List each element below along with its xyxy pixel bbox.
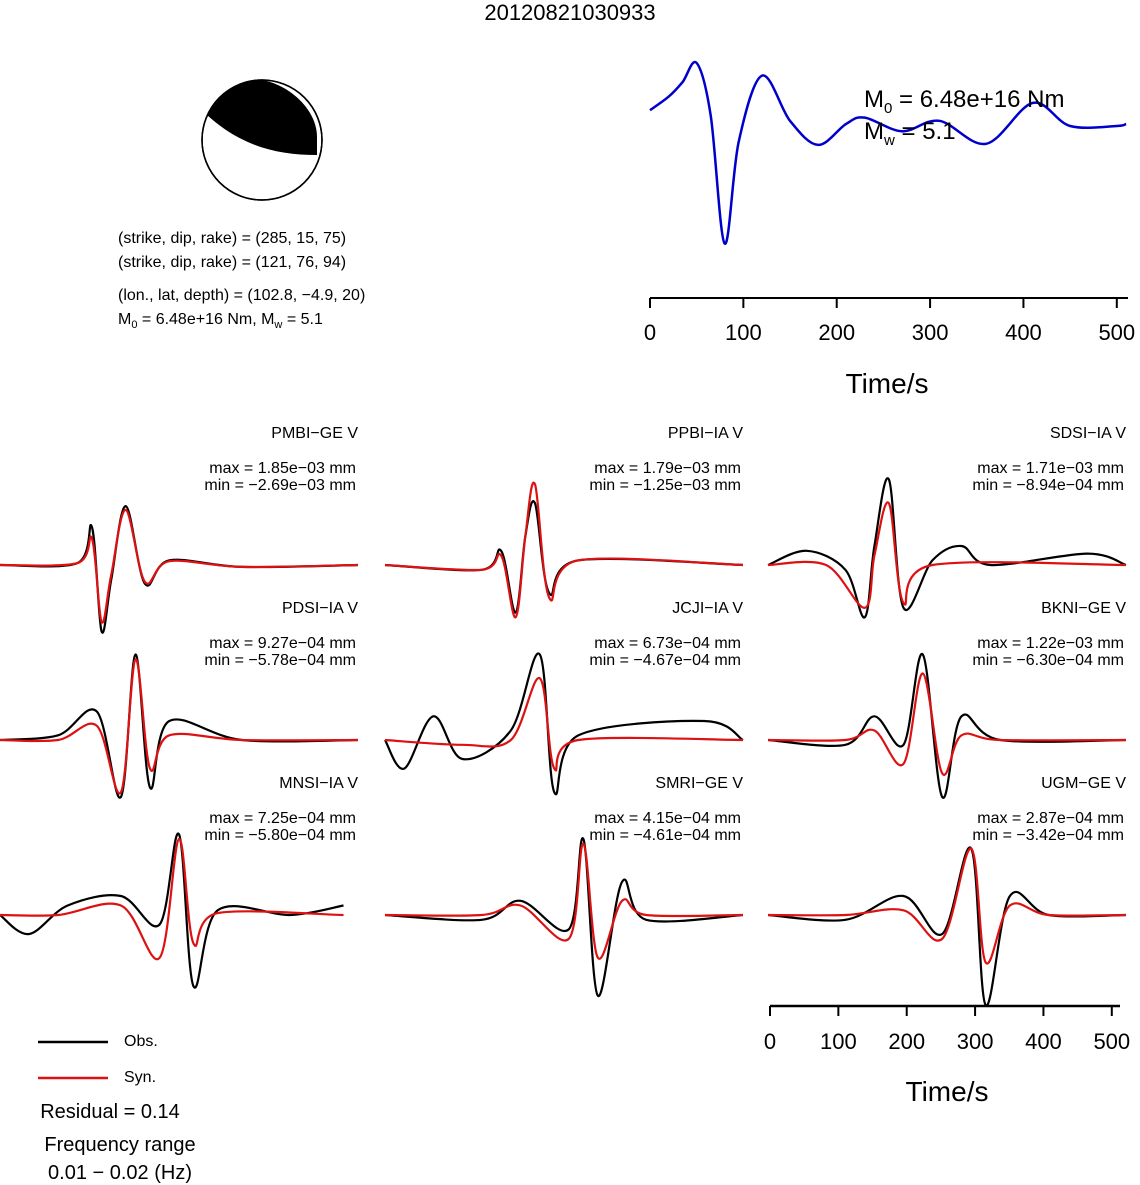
station-min-amplitude: min = −5.78e−04 mm	[204, 652, 356, 669]
source-location: (lon., lat, depth) = (102.8, −4.9, 20)	[118, 287, 366, 304]
observed-trace	[384, 652, 744, 796]
waveform-x-tick-label: 200	[888, 1029, 926, 1054]
synthetic-trace	[767, 672, 1127, 776]
waveform-x-axis	[769, 1004, 1120, 1016]
station-max-amplitude: max = 9.27e−04 mm	[209, 635, 356, 652]
station-name: PDSI−IA V	[281, 600, 358, 617]
station-name: SDSI−IA V	[1049, 425, 1126, 442]
station-panel: UGM−GE V max = 2.87e−04 mm min = −3.42e−04…	[767, 775, 1127, 1015]
waveform-x-tick-label: 300	[956, 1029, 994, 1054]
station-max-amplitude: max = 2.87e−04 mm	[977, 810, 1124, 827]
stf-x-tick-label: 400	[1005, 320, 1042, 345]
waveform-x-tick-label: 500	[1093, 1029, 1131, 1054]
observed-trace	[767, 846, 1127, 1007]
stf-moment-label: M0 = 6.48e+16 Nm	[864, 86, 1065, 117]
synthetic-trace	[384, 842, 744, 960]
station-panel: SMRI−GE V max = 4.15e−04 mm min = −4.61e−0…	[384, 775, 744, 1015]
station-panel: PPBI−IA V max = 1.79e−03 mm min = −1.25e−0…	[384, 425, 744, 665]
observed-trace	[767, 477, 1127, 619]
station-max-amplitude: max = 7.25e−04 mm	[209, 810, 356, 827]
station-min-amplitude: min = −6.30e−04 mm	[972, 652, 1124, 669]
station-min-amplitude: min = −2.69e−03 mm	[204, 477, 356, 494]
synthetic-trace	[384, 677, 744, 772]
stf-line	[649, 60, 1127, 245]
legend-syn-line	[38, 1076, 108, 1080]
stf-x-tick-label: 200	[818, 320, 856, 345]
stf-x-tick-label: 100	[725, 320, 762, 345]
nodal-plane-1: (strike, dip, rake) = (285, 15, 75)	[118, 230, 347, 247]
chart-title: 20120821030933	[484, 0, 656, 25]
stf-x-axis-title: Time/s	[845, 368, 929, 399]
station-min-amplitude: min = −4.61e−04 mm	[589, 827, 741, 844]
stf-mw-label: Mw = 5.1	[864, 118, 956, 149]
station-max-amplitude: max = 1.22e−03 mm	[977, 635, 1124, 652]
station-panel: MNSI−IA V max = 7.25e−04 mm min = −5.80e−0…	[0, 775, 358, 1015]
synthetic-trace	[767, 847, 1127, 965]
station-min-amplitude: min = −4.67e−04 mm	[589, 652, 741, 669]
station-panel: PMBI−GE V max = 1.85e−03 mm min = −2.69e−0…	[0, 425, 359, 665]
station-max-amplitude: max = 1.79e−03 mm	[594, 460, 741, 477]
station-waveform-plot	[384, 837, 744, 997]
station-waveform-plot	[384, 481, 744, 619]
station-max-amplitude: max = 6.73e−04 mm	[594, 635, 741, 652]
station-waveform-plot	[384, 652, 744, 796]
frequency-range-value: 0.01 − 0.02 (Hz)	[48, 1162, 192, 1184]
station-panel: SDSI−IA V max = 1.71e−03 mm min = −8.94e−0…	[767, 425, 1127, 665]
station-waveform-plot	[767, 846, 1127, 1007]
station-name: JCJI−IA V	[672, 600, 743, 617]
stf-x-tick-label: 0	[643, 320, 657, 345]
station-waveform-plot	[0, 504, 359, 634]
station-min-amplitude: min = −3.42e−04 mm	[972, 827, 1124, 844]
waveform-x-tick-label: 0	[763, 1029, 777, 1054]
station-min-amplitude: min = −1.25e−03 mm	[589, 477, 741, 494]
synthetic-trace	[0, 658, 359, 795]
stf-plot	[649, 60, 1128, 308]
beachball-diagram	[201, 79, 323, 201]
waveform-x-tick-label: 400	[1025, 1029, 1062, 1054]
waveform-x-tick-label: 100	[820, 1029, 857, 1054]
stf-x-tick-label: 500	[1098, 320, 1136, 345]
station-panel: PDSI−IA V max = 9.27e−04 mm min = −5.78e−0…	[0, 600, 359, 840]
station-name: PPBI−IA V	[667, 425, 743, 442]
station-name: PMBI−GE V	[271, 425, 358, 442]
moment-summary: M0 = 6.48e+16 Nm, Mw = 5.1	[118, 311, 323, 332]
synthetic-trace	[0, 508, 359, 624]
synthetic-trace	[0, 837, 344, 961]
waveform-x-axis-title: Time/s	[905, 1076, 989, 1107]
residual-label: Residual = 0.14	[40, 1101, 180, 1123]
station-panel: JCJI−IA V max = 6.73e−04 mm min = −4.67e−0…	[384, 600, 744, 840]
station-name: BKNI−GE V	[1041, 600, 1126, 617]
station-min-amplitude: min = −8.94e−04 mm	[972, 477, 1124, 494]
station-max-amplitude: max = 1.85e−03 mm	[209, 460, 356, 477]
synthetic-trace	[384, 481, 744, 619]
station-waveform-plot	[0, 832, 344, 989]
frequency-range-label: Frequency range	[44, 1134, 196, 1156]
stf-x-tick-label: 300	[911, 320, 949, 345]
nodal-plane-2: (strike, dip, rake) = (121, 76, 94)	[118, 254, 347, 271]
station-name: MNSI−IA V	[279, 775, 358, 792]
station-panel: BKNI−GE V max = 1.22e−03 mm min = −6.30e−0…	[767, 600, 1127, 840]
station-max-amplitude: max = 4.15e−04 mm	[594, 810, 741, 827]
observed-trace	[767, 653, 1127, 799]
observed-trace	[384, 500, 744, 614]
legend-syn-label: Syn.	[124, 1069, 157, 1086]
station-waveform-plot	[767, 477, 1127, 619]
synthetic-trace	[767, 501, 1127, 609]
observed-trace	[384, 837, 744, 997]
observed-trace	[0, 832, 344, 989]
station-waveform-plot	[767, 653, 1127, 799]
observed-trace	[0, 653, 359, 799]
station-max-amplitude: max = 1.71e−03 mm	[977, 460, 1124, 477]
station-min-amplitude: min = −5.80e−04 mm	[204, 827, 356, 844]
station-name: UGM−GE V	[1041, 775, 1126, 792]
station-waveform-plot	[0, 653, 359, 799]
legend-obs-label: Obs.	[124, 1033, 158, 1050]
station-name: SMRI−GE V	[655, 775, 743, 792]
legend-obs-line	[38, 1040, 108, 1044]
